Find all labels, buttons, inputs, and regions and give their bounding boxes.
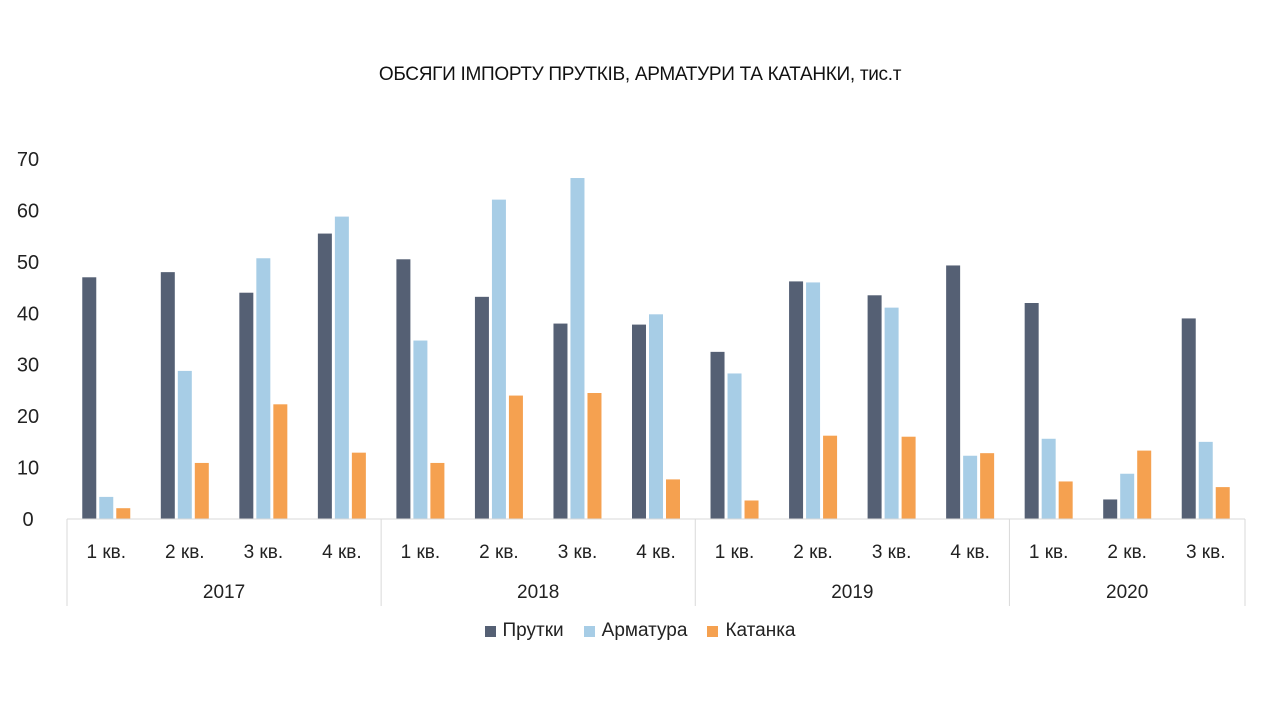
bar-katanka [744, 500, 759, 519]
legend-item-katanka: Катанка [707, 620, 796, 642]
bar-katanka [430, 462, 445, 519]
bar-prutky [1181, 318, 1196, 519]
bar-armatura [570, 178, 585, 519]
bar-katanka [980, 453, 995, 519]
legend: Прутки Арматура Катанка [0, 620, 1280, 642]
x-tick-label: 1 кв. [1029, 542, 1069, 563]
x-tick-label: 3 кв. [558, 542, 598, 563]
bar-prutky [710, 351, 725, 519]
x-tick-label: 4 кв. [950, 542, 990, 563]
bar-armatura [1041, 438, 1056, 519]
legend-item-armatura: Арматура [583, 620, 688, 642]
bar-armatura [99, 496, 114, 519]
x-tick-label: 2 кв. [479, 542, 519, 563]
bar-katanka [1058, 481, 1073, 519]
x-tick-label: 4 кв. [322, 542, 362, 563]
x-tick-label: 1 кв. [87, 542, 127, 563]
bar-katanka [666, 479, 680, 519]
bar-katanka [823, 435, 838, 519]
bar-armatura [413, 340, 428, 519]
y-tick-label: 0 [22, 509, 33, 531]
legend-label-katanka: Катанка [725, 620, 796, 641]
x-axis: 1 кв. 2 кв. 3 кв. 4 кв. 1 кв. 2 кв. 3 кв. 4 кв.… [66, 518, 1246, 606]
x-group-label: 2018 [517, 582, 559, 603]
x-tick-label: 3 кв. [244, 542, 284, 563]
legend-swatch-armatura [583, 625, 595, 637]
bar-armatura [1120, 473, 1135, 519]
bar-prutky [867, 295, 882, 519]
bar-katanka [116, 508, 131, 519]
bar-prutky [946, 265, 961, 519]
x-tick-label: 3 кв. [1186, 542, 1226, 563]
chart-title: ОБСЯГИ ІМПОРТУ ПРУТКІВ, АРМАТУРИ ТА КАТА… [378, 64, 902, 85]
bar-armatura [806, 282, 821, 519]
legend-label-armatura: Арматура [601, 620, 688, 641]
bars [82, 178, 1230, 519]
bar-prutky [1103, 499, 1118, 519]
x-group-label: 2017 [203, 582, 245, 603]
bar-prutky [789, 281, 804, 519]
bar-armatura [1198, 441, 1213, 519]
bar-katanka [587, 393, 602, 519]
bar-prutky [553, 323, 568, 519]
y-tick-label: 20 [17, 406, 39, 428]
bar-armatura [649, 314, 663, 519]
y-tick-label: 40 [17, 303, 39, 325]
x-tick-label: 4 кв. [636, 542, 676, 563]
y-axis-labels: 0 10 20 30 40 50 60 70 [17, 149, 39, 531]
bar-prutky [82, 277, 97, 519]
bar-katanka [1137, 450, 1152, 519]
y-tick-label: 30 [17, 355, 39, 377]
x-tick-label: 1 кв. [715, 542, 755, 563]
bar-armatura [491, 199, 506, 519]
bar-armatura [334, 216, 349, 519]
y-tick-label: 10 [17, 458, 39, 480]
bar-prutky [632, 324, 646, 519]
x-group-label: 2019 [831, 582, 873, 603]
x-group-label: 2020 [1106, 582, 1148, 603]
bar-prutky [160, 272, 175, 519]
bar-katanka [901, 436, 916, 519]
x-tick-label: 3 кв. [872, 542, 912, 563]
bar-armatura [884, 307, 899, 519]
bar-armatura [177, 370, 192, 519]
y-tick-label: 50 [17, 252, 39, 274]
bar-katanka [1215, 487, 1230, 519]
legend-swatch-katanka [707, 625, 719, 637]
bar-armatura [256, 258, 271, 519]
bar-prutky [317, 233, 332, 519]
bar-katanka [508, 395, 523, 519]
x-tick-label: 1 кв. [401, 542, 441, 563]
bar-prutky [474, 296, 489, 519]
bar-prutky [239, 292, 254, 519]
y-tick-label: 70 [17, 149, 39, 171]
bar-katanka [273, 404, 288, 519]
bar-prutky [1024, 303, 1039, 519]
bar-armatura [727, 373, 742, 519]
bar-katanka [351, 452, 366, 519]
bar-prutky [396, 259, 411, 519]
x-tick-label: 2 кв. [1107, 542, 1147, 563]
legend-item-prutky: Прутки [484, 620, 564, 642]
bar-katanka [194, 462, 209, 519]
y-tick-label: 60 [17, 200, 39, 222]
x-tick-label: 2 кв. [165, 542, 205, 563]
legend-label-prutky: Прутки [502, 620, 564, 641]
legend-swatch-prutky [484, 625, 496, 637]
bar-armatura [963, 455, 978, 519]
x-tick-label: 2 кв. [793, 542, 833, 563]
